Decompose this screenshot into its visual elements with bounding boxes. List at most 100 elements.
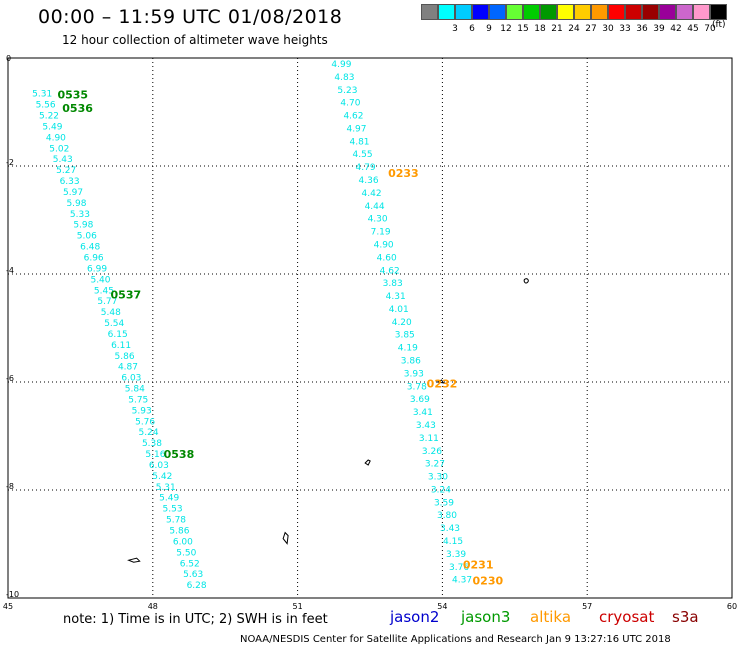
satellite-label-cryosat: cryosat: [599, 608, 655, 626]
wave-height-value: 5.38: [142, 439, 162, 449]
wave-height-value: 5.42: [152, 472, 172, 482]
island-outline: [364, 459, 371, 466]
wave-height-value: 5.76: [135, 417, 155, 427]
wave-height-value: 5.56: [36, 101, 56, 111]
wave-height-value: 5.49: [42, 122, 62, 132]
legend-swatch: [421, 4, 438, 20]
credit-line: NOAA/NESDIS Center for Satellite Applica…: [240, 634, 671, 645]
wave-height-value: 5.48: [101, 308, 121, 318]
legend-label: 45: [687, 24, 699, 34]
pass-time-label: 0535: [57, 89, 88, 102]
lon-tick-label: 54: [437, 602, 447, 611]
pass-time-label: 0231: [463, 559, 494, 572]
wave-height-value: 4.99: [331, 60, 351, 70]
wave-height-value: 4.90: [374, 240, 394, 250]
wave-height-value: 6.28: [187, 581, 207, 591]
legend-swatch: [472, 4, 489, 20]
wave-height-value: 5.49: [159, 494, 179, 504]
wave-height-value: 4.62: [343, 112, 363, 122]
legend-swatch: [455, 4, 472, 20]
wave-height-value: 6.52: [180, 559, 200, 569]
wave-height-value: 5.02: [49, 144, 69, 154]
legend-swatch: [489, 4, 506, 20]
island-outline: [435, 379, 445, 384]
wave-height-value: 3.69: [410, 395, 430, 405]
page-subtitle: 12 hour collection of altimeter wave hei…: [62, 33, 328, 47]
legend-label: 33: [619, 24, 631, 34]
wave-height-value: 4.79: [356, 163, 376, 173]
wave-height-value: 5.31: [156, 483, 176, 493]
wave-height-value: 4.20: [392, 318, 412, 328]
wave-height-value: 5.24: [139, 428, 159, 438]
legend-label: 27: [585, 24, 597, 34]
wave-height-value: 4.55: [353, 150, 373, 160]
pass-time-label: 0538: [164, 448, 195, 461]
island-outline: [127, 557, 141, 563]
footer-note: note: 1) Time is in UTC; 2) SWH is in fe…: [63, 612, 328, 627]
pass-time-label: 0230: [473, 575, 504, 588]
legend-swatch: [506, 4, 523, 20]
legend-swatch: [608, 4, 625, 20]
wave-height-value: 4.62: [380, 266, 400, 276]
wave-height-value: 5.50: [176, 548, 196, 558]
wave-height-value: 3.26: [422, 447, 442, 457]
wave-height-value: 5.33: [70, 210, 90, 220]
wave-height-value: 3.76: [449, 563, 469, 573]
legend-label: 15: [517, 24, 529, 34]
wave-height-value: 5.84: [125, 385, 145, 395]
wave-height-value: 3.80: [437, 511, 457, 521]
wave-height-value: 4.44: [365, 202, 385, 212]
wave-height-value: 5.86: [169, 527, 189, 537]
satellite-label-jason2: jason2: [390, 608, 440, 626]
wave-height-value: 6.15: [108, 330, 128, 340]
wave-height-value: 3.59: [434, 498, 454, 508]
lat-tick-label: -10: [6, 590, 19, 599]
pass-time-label: 0233: [388, 167, 419, 180]
legend-label: 6: [469, 24, 475, 34]
wave-height-value: 4.31: [386, 292, 406, 302]
lon-tick-label: 60: [727, 602, 737, 611]
wave-height-value: 5.06: [77, 232, 97, 242]
wave-height-value: 5.63: [183, 570, 203, 580]
legend-label: 24: [568, 24, 580, 34]
legend-label: 3: [452, 24, 458, 34]
satellite-label-jason3: jason3: [461, 608, 511, 626]
legend-swatch: [523, 4, 540, 20]
legend-label: 12: [500, 24, 512, 34]
legend-swatch: [591, 4, 608, 20]
satellite-label-altika: altika: [530, 608, 572, 626]
legend-swatch: [676, 4, 693, 20]
wave-height-value: 3.24: [431, 485, 451, 495]
legend-units: (ft): [712, 20, 726, 30]
satellite-label-s3a: s3a: [672, 608, 699, 626]
legend-label: 21: [551, 24, 563, 34]
wave-height-value: 3.85: [395, 331, 415, 341]
wave-height-value: 6.99: [87, 264, 107, 274]
legend-swatch: [659, 4, 676, 20]
wave-height-value: 4.97: [346, 124, 366, 134]
wave-height-value: 5.40: [90, 275, 110, 285]
wave-height-value: 5.98: [73, 221, 93, 231]
wave-height-value: 5.31: [32, 90, 52, 100]
wave-height-value: 5.97: [63, 188, 83, 198]
lat-tick-label: -6: [6, 374, 14, 383]
wave-height-value: 5.45: [94, 286, 114, 296]
wave-height-value: 3.11: [419, 434, 439, 444]
wave-height-value: 6.03: [149, 461, 169, 471]
wave-height-value: 6.33: [60, 177, 80, 187]
wave-height-value: 4.83: [334, 73, 354, 83]
wave-height-value: 4.36: [359, 176, 379, 186]
lat-tick-label: 0: [6, 54, 11, 63]
lon-tick-label: 45: [3, 602, 13, 611]
lat-tick-label: -4: [6, 266, 14, 275]
lon-tick-label: 57: [582, 602, 592, 611]
wave-height-value: 4.87: [118, 363, 138, 373]
wave-height-value: 7.19: [371, 228, 391, 238]
wave-height-value: 3.30: [428, 473, 448, 483]
wave-height-value: 3.83: [383, 279, 403, 289]
wave-height-value: 3.43: [416, 421, 436, 431]
legend-label: 30: [602, 24, 614, 34]
island-outline: [282, 531, 289, 545]
wave-height-value: 5.43: [53, 155, 73, 165]
legend-label: 18: [534, 24, 546, 34]
